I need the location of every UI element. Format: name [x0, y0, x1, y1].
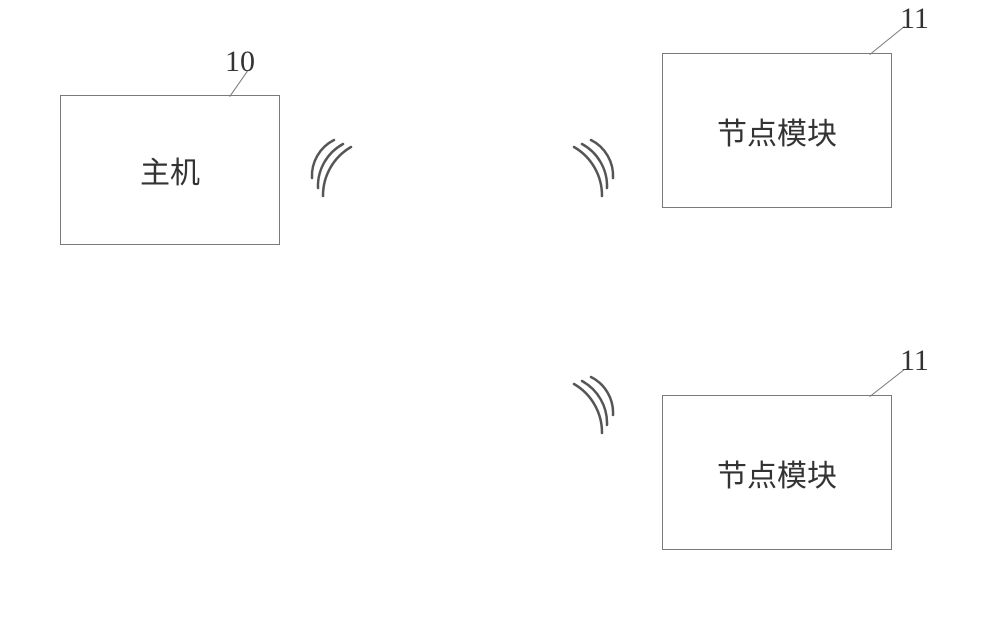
host-box: 主机	[60, 95, 280, 245]
host-label: 主机	[140, 148, 200, 192]
node-module-2-box: 节点模块	[662, 395, 892, 550]
node-module-1-box: 节点模块	[662, 53, 892, 208]
node1-signal-icon	[565, 128, 625, 198]
node2-ref-label: 11	[900, 344, 929, 378]
node2-signal-icon	[565, 365, 625, 435]
node-module-1-label: 节点模块	[717, 109, 837, 153]
node-module-2-label: 节点模块	[717, 451, 837, 495]
diagram-canvas: 主机 10 节点模块 11 节点模块 11	[0, 0, 1000, 623]
host-signal-icon	[300, 128, 360, 198]
node1-ref-label: 11	[900, 2, 929, 36]
host-ref-label: 10	[225, 45, 255, 79]
